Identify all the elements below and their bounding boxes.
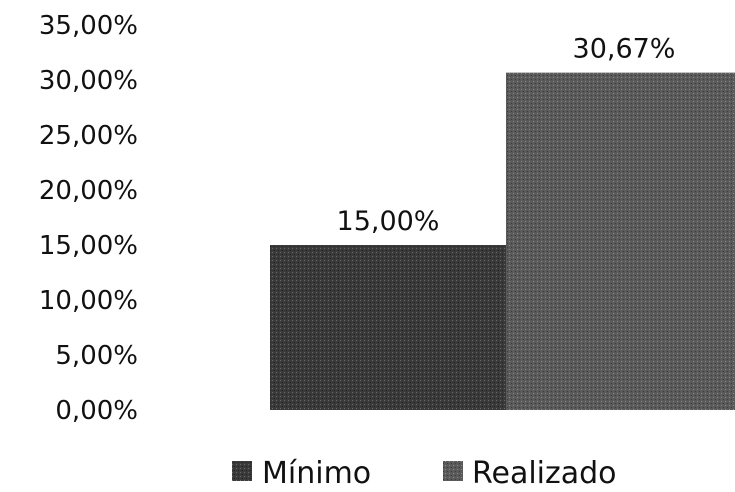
bars xyxy=(270,72,735,410)
data-labels: 15,00% 30,67% xyxy=(337,34,676,237)
y-tick-label: 25,00% xyxy=(39,121,138,151)
y-tick-label: 15,00% xyxy=(39,231,138,261)
legend-swatch xyxy=(232,461,252,481)
legend-label: Realizado xyxy=(472,456,617,491)
y-axis: 0,00% 5,00% 10,00% 15,00% 20,00% 25,00% 30,00%… xyxy=(39,11,138,426)
y-tick-label: 5,00% xyxy=(55,341,138,371)
legend-swatch xyxy=(443,461,463,481)
legend-label: Mínimo xyxy=(262,456,371,491)
y-tick-label: 35,00% xyxy=(39,11,138,41)
bar-realizado xyxy=(506,72,735,410)
legend: Mínimo Realizado xyxy=(232,456,617,491)
bar-minimo xyxy=(270,245,506,410)
data-label: 30,67% xyxy=(573,34,676,65)
y-tick-label: 0,00% xyxy=(55,396,138,426)
y-tick-label: 10,00% xyxy=(39,286,138,316)
y-tick-label: 30,00% xyxy=(39,66,138,96)
data-label: 15,00% xyxy=(337,206,440,237)
y-tick-label: 20,00% xyxy=(39,176,138,206)
